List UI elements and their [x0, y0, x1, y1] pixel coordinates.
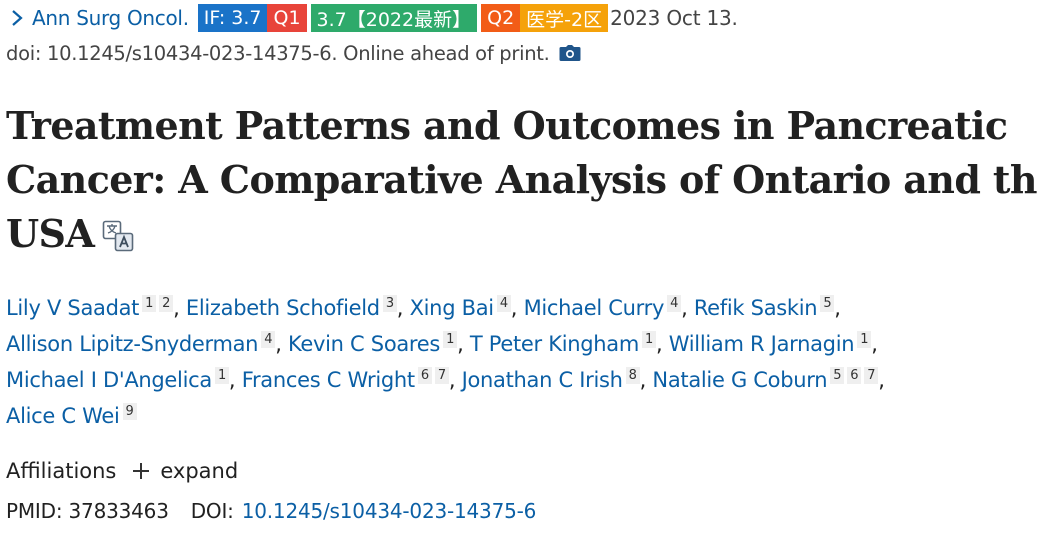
affiliation-ref[interactable]: 1 — [642, 331, 656, 348]
author-list: Lily V Saadat 1 2, Elizabeth Schofield 3, X… — [6, 290, 1036, 434]
author-link[interactable]: Michael I D'Angelica — [6, 368, 212, 392]
author-link[interactable]: Refik Saskin — [693, 296, 818, 320]
affiliation-ref[interactable]: 6 — [847, 367, 862, 384]
author-link[interactable]: Frances C Wright — [241, 368, 415, 392]
article-title: Treatment Patterns and Outcomes in Pancr… — [6, 99, 1037, 261]
zone-badge: 医学-2区 — [520, 4, 609, 32]
affiliations-row: Affiliations expand — [6, 456, 238, 486]
expand-affiliations-button[interactable]: expand — [132, 459, 238, 483]
affiliation-ref[interactable]: 4 — [496, 295, 511, 312]
expand-label: expand — [160, 459, 239, 483]
affiliation-ref[interactable]: 9 — [122, 403, 137, 420]
author-link[interactable]: Allison Lipitz-Snyderman — [6, 332, 259, 356]
affiliations-label: Affiliations — [6, 459, 117, 483]
author-link[interactable]: Lily V Saadat — [6, 296, 140, 320]
translate-icon[interactable] — [102, 212, 134, 252]
author-line: Allison Lipitz-Snyderman 4, Kevin C Soare… — [6, 331, 878, 356]
title-line-last: USA — [6, 207, 1036, 261]
affiliation-ref[interactable]: 1 — [857, 331, 872, 348]
title-line: Treatment Patterns and Outcomes in Pancr… — [6, 103, 1008, 148]
publication-date: 2023 Oct 13. — [610, 6, 738, 30]
affiliation-ref[interactable]: 3 — [382, 295, 397, 312]
doi-label: DOI: — [190, 499, 234, 523]
affiliation-ref[interactable]: 1 — [142, 295, 157, 312]
title-line-text: USA — [6, 211, 95, 256]
affiliation-ref[interactable]: 7 — [864, 367, 879, 384]
author-line: Michael I D'Angelica 1, Frances C Wright 6… — [6, 367, 885, 392]
cas-quartile-badge: Q2 — [481, 4, 521, 32]
impact-factor-badge: IF: 3.7 — [197, 4, 268, 32]
title-line: Cancer: A Comparative Analysis of Ontari… — [6, 157, 1037, 202]
pmid-value: 37833463 — [68, 499, 169, 523]
affiliation-ref[interactable]: 5 — [820, 295, 835, 312]
camera-icon[interactable] — [558, 42, 582, 64]
chevron-right-icon[interactable] — [6, 7, 28, 29]
author-link[interactable]: T Peter Kingham — [469, 332, 640, 356]
affiliation-ref[interactable]: 4 — [667, 295, 682, 312]
author-link[interactable]: Michael Curry — [523, 296, 665, 320]
author-line: Lily V Saadat 1 2, Elizabeth Schofield 3, X… — [6, 295, 841, 320]
affiliation-ref[interactable]: 2 — [159, 295, 174, 312]
pmid-label: PMID: — [6, 499, 63, 523]
affiliation-ref[interactable]: 1 — [443, 331, 458, 348]
plus-icon — [133, 463, 150, 479]
journal-link[interactable]: Ann Surg Oncol. — [32, 6, 189, 30]
affiliation-ref[interactable]: 4 — [261, 331, 276, 348]
author-line: Alice C Wei 9 — [6, 398, 1036, 434]
author-link[interactable]: Jonathan C Irish — [461, 368, 623, 392]
citation-line: Ann Surg Oncol. IF: 3.7 Q1 3.7【2022最新】 Q… — [6, 4, 738, 32]
doi-text: doi: 10.1245/s10434-023-14375-6. Online … — [6, 41, 550, 65]
identifiers-row: PMID: 37833463 DOI: 10.1245/s10434-023-1… — [6, 496, 536, 526]
author-link[interactable]: Natalie G Coburn — [652, 368, 828, 392]
affiliation-ref[interactable]: 1 — [214, 367, 229, 384]
affiliation-ref[interactable]: 8 — [625, 367, 640, 384]
affiliation-ref[interactable]: 6 — [417, 367, 432, 384]
jcr-quartile-badge: Q1 — [267, 4, 307, 32]
author-link[interactable]: Elizabeth Schofield — [185, 296, 380, 320]
author-link[interactable]: Kevin C Soares — [287, 332, 441, 356]
doi-link[interactable]: 10.1245/s10434-023-14375-6 — [241, 499, 537, 523]
author-link[interactable]: Alice C Wei — [6, 404, 120, 428]
affiliation-ref[interactable]: 7 — [434, 367, 449, 384]
affiliation-ref[interactable]: 5 — [830, 367, 845, 384]
author-link[interactable]: Xing Bai — [409, 296, 495, 320]
cas-score-badge: 3.7【2022最新】 — [310, 4, 478, 32]
doi-line: doi: 10.1245/s10434-023-14375-6. Online … — [6, 40, 582, 66]
author-link[interactable]: William R Jarnagin — [668, 332, 855, 356]
